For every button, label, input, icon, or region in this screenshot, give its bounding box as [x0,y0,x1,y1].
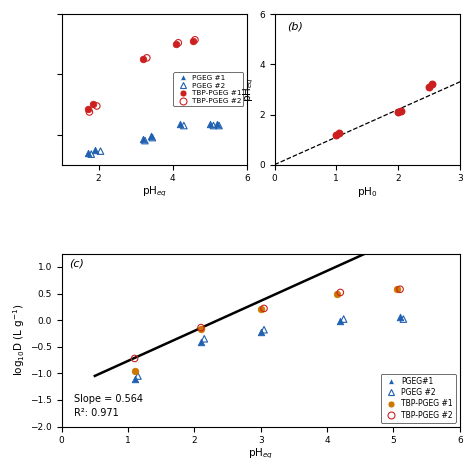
Text: (b): (b) [288,22,303,32]
Point [173,40,180,48]
Point [191,36,199,44]
Legend: PGEG#1, PGEG #2, TBP-PGEG #1, TBP-PGEG #2: PGEG#1, PGEG #2, TBP-PGEG #1, TBP-PGEG #… [381,374,456,423]
Point [257,306,264,313]
Point [400,315,407,323]
Text: Slope = 0.564: Slope = 0.564 [73,394,143,404]
Point [337,318,344,325]
Point [148,134,156,141]
X-axis label: pH$_{eq}$: pH$_{eq}$ [142,185,167,199]
Point [197,325,205,332]
Point [93,102,100,110]
Point [141,137,149,145]
Y-axis label: log$_{10}$D (L g$^{-1}$): log$_{10}$D (L g$^{-1}$) [11,304,27,376]
Point [131,375,138,383]
Text: (c): (c) [70,259,84,269]
Legend: PGEG #1, PGEG #2, TBP-PGEG #1, TBP-PGEG #2: PGEG #1, PGEG #2, TBP-PGEG #1, TBP-PGEG … [173,73,243,107]
Text: R²: 0.971: R²: 0.971 [73,408,118,418]
Point [396,285,404,293]
Point [206,120,214,128]
Point [333,131,340,138]
Point [139,135,147,143]
Point [91,146,99,154]
Point [333,290,341,297]
Point [180,122,188,129]
Point [213,120,221,128]
Point [210,122,217,129]
Point [189,37,197,45]
Y-axis label: pH$_{eq}$: pH$_{eq}$ [242,77,256,102]
Point [215,122,223,129]
Point [197,324,205,331]
Point [428,81,436,88]
Point [174,39,182,46]
Point [131,367,138,374]
Point [131,355,138,362]
Point [396,314,404,321]
Point [97,147,104,155]
Point [89,100,97,108]
Point [134,372,142,380]
Point [143,54,151,62]
Point [176,120,184,128]
Point [337,289,344,296]
Point [84,149,91,156]
Point [425,83,433,91]
Point [397,107,405,115]
Point [340,315,347,323]
X-axis label: pH$_0$: pH$_0$ [357,185,377,199]
Point [139,55,147,63]
Point [257,328,264,336]
Point [336,129,343,137]
Point [86,108,93,116]
Point [394,108,402,116]
Point [393,285,401,293]
Point [147,132,155,140]
Point [260,326,268,334]
Point [197,339,205,346]
Point [84,105,91,113]
Point [260,305,268,312]
Point [88,150,95,158]
Point [201,335,208,343]
X-axis label: pH$_{eq}$: pH$_{eq}$ [248,447,273,461]
